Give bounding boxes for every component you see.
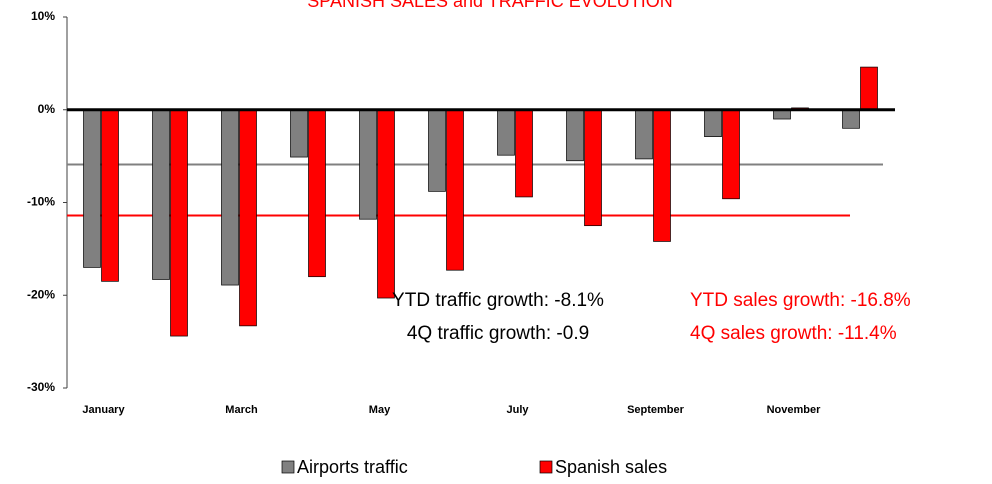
x-tick-label: November: [767, 404, 822, 416]
bar: [584, 109, 602, 227]
bar: [722, 109, 740, 200]
bar: [860, 66, 878, 111]
bar: [566, 109, 584, 162]
x-tick-label: March: [225, 404, 258, 416]
bar: [83, 109, 101, 268]
y-tick-label: -30%: [27, 380, 55, 394]
annotation: YTD sales growth: -16.8%: [690, 290, 911, 311]
legend-swatch: [281, 460, 295, 474]
bar: [308, 109, 326, 278]
y-tick-label: 10%: [31, 9, 55, 23]
bar: [635, 109, 653, 160]
bar: [377, 109, 395, 299]
chart-title: SPANISH SALES and TRAFFIC EVOLUTION: [307, 0, 672, 11]
bar: [101, 109, 119, 282]
bar: [704, 109, 722, 137]
bar: [359, 109, 377, 220]
bar: [170, 109, 188, 337]
x-tick-label: January: [82, 404, 125, 416]
annotation: YTD traffic growth: -8.1%: [392, 290, 604, 311]
x-tick-label: May: [369, 404, 391, 416]
bar: [221, 109, 239, 286]
x-tick-label: July: [506, 404, 529, 416]
bar: [290, 109, 308, 158]
annotation: 4Q traffic growth: -0.9: [407, 323, 589, 344]
bar: [842, 109, 860, 129]
legend-label: Airports traffic: [297, 457, 408, 477]
x-tick-label: September: [627, 404, 685, 416]
annotation: 4Q sales growth: -11.4%: [690, 323, 897, 344]
y-tick-label: 0%: [38, 102, 56, 116]
legend-swatch: [539, 460, 553, 474]
y-tick-label: -10%: [27, 195, 55, 209]
bar: [428, 109, 446, 192]
y-tick-label: -20%: [27, 287, 55, 301]
bar: [653, 109, 671, 242]
bar: [446, 109, 464, 271]
bar: [497, 109, 515, 156]
legend-label: Spanish sales: [555, 457, 667, 477]
bar: [152, 109, 170, 280]
bar: [239, 109, 257, 327]
bar: [515, 109, 533, 198]
